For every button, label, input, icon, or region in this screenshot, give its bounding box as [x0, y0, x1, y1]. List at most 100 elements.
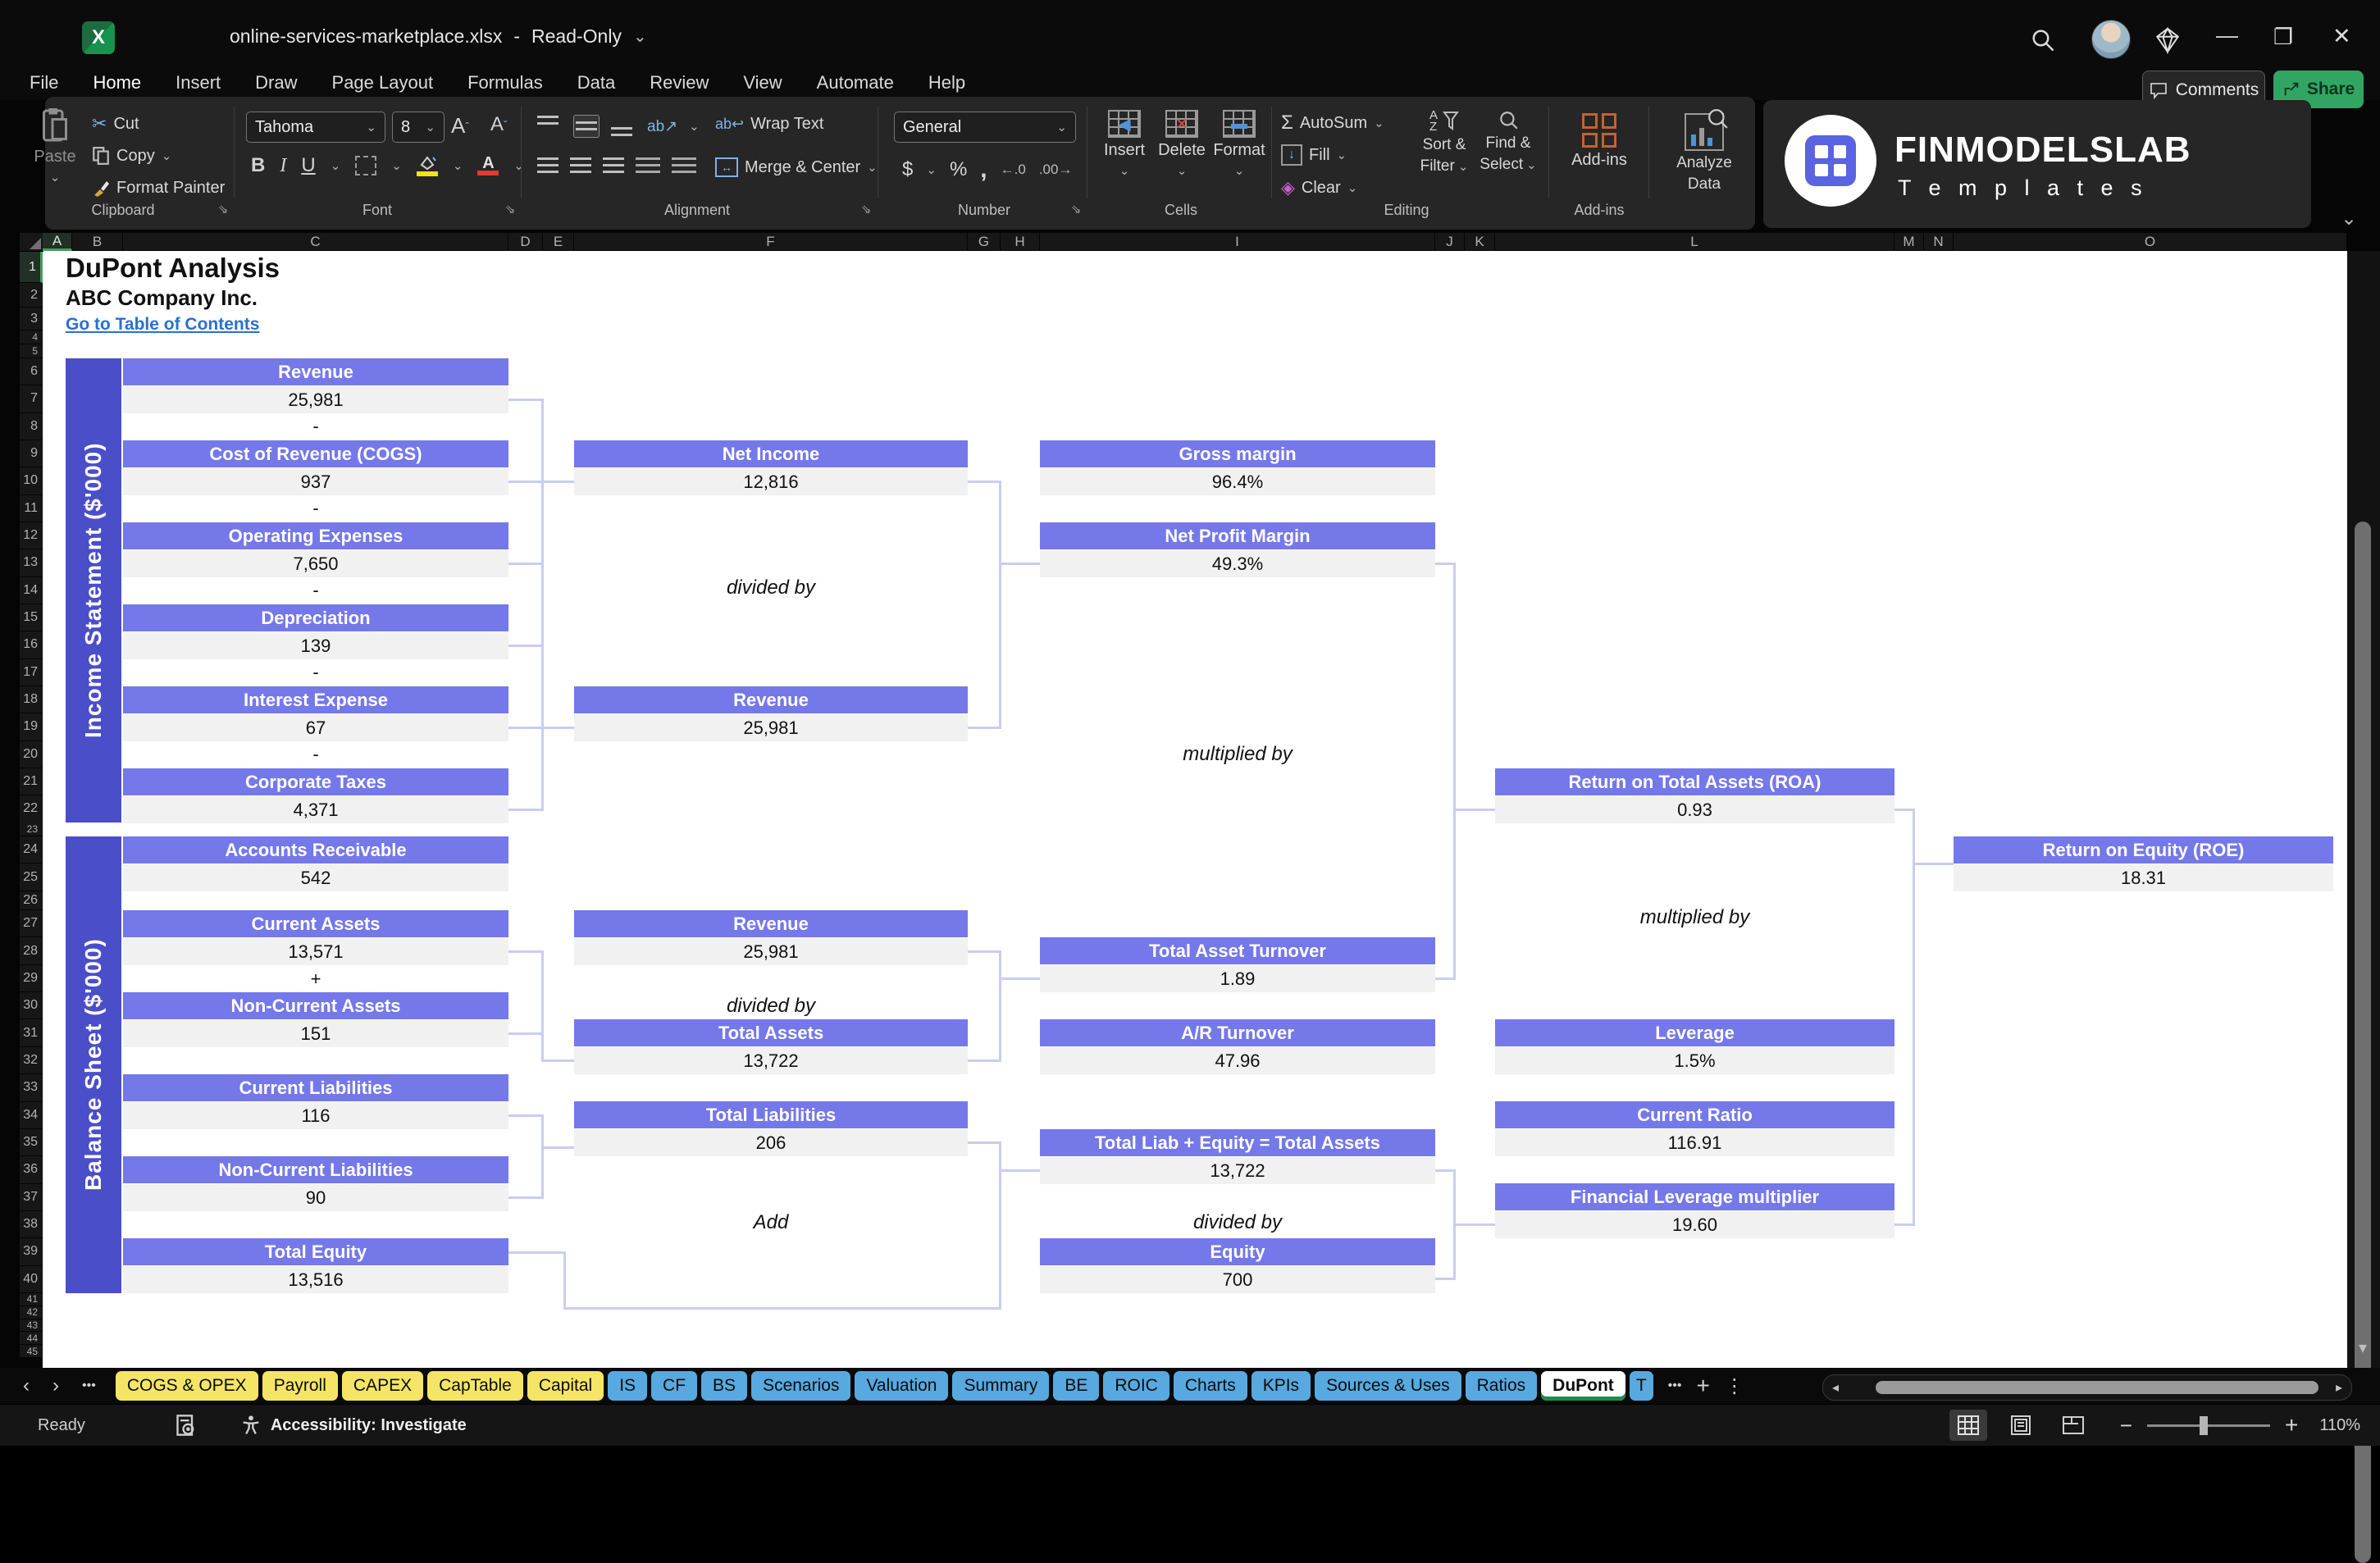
collapse-ribbon-chevron[interactable]: ⌄: [2341, 207, 2358, 230]
row-header-4[interactable]: 4: [20, 330, 43, 344]
number-format-combo[interactable]: General ⌄: [894, 112, 1076, 143]
fill-button[interactable]: ↓ Fill ⌄: [1281, 144, 1347, 166]
column-header-J[interactable]: J: [1435, 233, 1465, 251]
vertical-scrollbar-thumb[interactable]: [2355, 522, 2371, 1563]
font-dialog-launcher[interactable]: ⇘: [504, 203, 516, 216]
row-header-10[interactable]: 10: [20, 467, 43, 495]
menu-home[interactable]: Home: [88, 69, 146, 102]
row-header-40[interactable]: 40: [20, 1265, 43, 1294]
borders-button[interactable]: [355, 156, 377, 175]
clipboard-dialog-launcher[interactable]: ⇘: [217, 203, 229, 216]
menu-help[interactable]: Help: [928, 72, 966, 93]
row-header-26[interactable]: 26: [20, 891, 43, 910]
column-header-N[interactable]: N: [1924, 233, 1954, 251]
column-header-F[interactable]: F: [574, 233, 968, 251]
sheet-tab-be[interactable]: BE: [1053, 1371, 1100, 1401]
delete-cells-button[interactable]: ✕ Delete ⌄: [1155, 110, 1209, 178]
zoom-in-button[interactable]: +: [2284, 1412, 2299, 1438]
row-header-36[interactable]: 36: [20, 1156, 43, 1184]
font-size-combo[interactable]: 8 ⌄: [392, 112, 445, 143]
row-header-8[interactable]: 8: [20, 412, 43, 440]
tab-list-button[interactable]: •••: [82, 1378, 96, 1392]
column-header-H[interactable]: H: [1001, 233, 1040, 251]
sheet-tab-captable[interactable]: CapTable: [427, 1371, 523, 1401]
row-header-15[interactable]: 15: [20, 604, 43, 632]
font-color-button[interactable]: A: [477, 155, 499, 175]
sheet-tab-scenarios[interactable]: Scenarios: [751, 1371, 851, 1401]
merge-center-button[interactable]: ↔ Merge & Center ⌄: [715, 157, 878, 177]
paste-button[interactable]: Paste ⌄: [25, 107, 85, 185]
cell-accounts-receivable[interactable]: Accounts Receivable 542: [123, 836, 508, 891]
column-header-I[interactable]: I: [1040, 233, 1435, 251]
sheet-tab-cf[interactable]: CF: [651, 1371, 698, 1401]
cell-leverage[interactable]: Leverage 1.5%: [1495, 1019, 1894, 1074]
avatar[interactable]: [2091, 20, 2131, 59]
column-header-M[interactable]: M: [1894, 233, 1924, 251]
cell-current-assets[interactable]: Current Assets 13,571: [123, 910, 508, 965]
cell-corporate-taxes[interactable]: Corporate Taxes 4,371: [123, 768, 508, 823]
minimize-button[interactable]: —: [2216, 23, 2238, 48]
decrease-indent-button[interactable]: [636, 157, 660, 174]
menu-draw[interactable]: Draw: [255, 72, 298, 93]
table-of-contents-link[interactable]: Go to Table of Contents: [66, 315, 260, 334]
menu-data[interactable]: Data: [577, 72, 616, 93]
row-header-28[interactable]: 28: [20, 937, 43, 965]
cell-interest-expense[interactable]: Interest Expense 67: [123, 686, 508, 741]
macro-record-icon[interactable]: [176, 1414, 197, 1437]
bold-button[interactable]: B: [251, 154, 266, 176]
sheet-tab-payroll[interactable]: Payroll: [262, 1371, 338, 1401]
cell-net-income[interactable]: Net Income 12,816: [574, 440, 968, 495]
sheet-tab-capex[interactable]: CAPEX: [341, 1371, 424, 1401]
column-header-B[interactable]: B: [72, 233, 123, 251]
column-header-O[interactable]: O: [1954, 233, 2347, 251]
sheet-tab-dupont[interactable]: DuPont: [1541, 1371, 1625, 1401]
fill-color-button[interactable]: [416, 155, 438, 176]
sheet-tab-valuation[interactable]: Valuation: [855, 1371, 949, 1401]
align-top-button[interactable]: [537, 116, 562, 137]
row-header-34[interactable]: 34: [20, 1101, 43, 1129]
column-header-G[interactable]: G: [968, 233, 1001, 251]
row-header-31[interactable]: 31: [20, 1019, 43, 1047]
format-painter-button[interactable]: Format Painter: [92, 179, 225, 198]
cell-gross-margin[interactable]: Gross margin 96.4%: [1040, 440, 1435, 495]
column-header-C[interactable]: C: [123, 233, 508, 251]
row-header-38[interactable]: 38: [20, 1210, 43, 1239]
cell-total-asset-turnover[interactable]: Total Asset Turnover 1.89: [1040, 937, 1435, 992]
sheet-tab-bs[interactable]: BS: [701, 1371, 748, 1401]
row-header-20[interactable]: 20: [20, 740, 43, 768]
chevron-down-icon[interactable]: ⌄: [391, 159, 402, 173]
row-header-37[interactable]: 37: [20, 1183, 43, 1211]
sheet-tab-capital[interactable]: Capital: [527, 1371, 604, 1401]
cell-total-liabilities[interactable]: Total Liabilities 206: [574, 1101, 968, 1156]
cell-non-current-assets[interactable]: Non-Current Assets 151: [123, 992, 508, 1047]
chevron-down-icon[interactable]: ⌄: [513, 159, 524, 173]
cell-non-current-liabilities[interactable]: Non-Current Liabilities 90: [123, 1156, 508, 1211]
income-statement-sidebar[interactable]: Income Statement ($'000): [66, 358, 121, 823]
row-header-17[interactable]: 17: [20, 658, 43, 686]
row-header-30[interactable]: 30: [20, 992, 43, 1020]
accessibility-icon[interactable]: [239, 1414, 262, 1437]
menu-automate[interactable]: Automate: [816, 72, 894, 93]
row-header-33[interactable]: 33: [20, 1074, 43, 1102]
row-header-7[interactable]: 7: [20, 385, 43, 413]
row-header-12[interactable]: 12: [20, 522, 43, 550]
row-header-5[interactable]: 5: [20, 344, 43, 358]
sheet-tab-t[interactable]: T: [1629, 1371, 1653, 1401]
page-break-view-button[interactable]: [2054, 1410, 2092, 1441]
cell-roe[interactable]: Return on Equity (ROE) 18.31: [1954, 836, 2333, 891]
page-layout-view-button[interactable]: [2002, 1410, 2040, 1441]
menu-page-layout[interactable]: Page Layout: [331, 72, 434, 93]
cell-current-liabilities[interactable]: Current Liabilities 116: [123, 1074, 508, 1129]
cell-net-profit-margin[interactable]: Net Profit Margin 49.3%: [1040, 522, 1435, 577]
number-dialog-launcher[interactable]: ⇘: [1070, 203, 1082, 216]
row-header-22[interactable]: 22: [20, 795, 43, 823]
sheet-tab-ratios[interactable]: Ratios: [1465, 1371, 1538, 1401]
row-header-44[interactable]: 44: [20, 1332, 43, 1346]
scroll-left-arrow[interactable]: ◂: [1831, 1381, 1840, 1395]
row-header-1[interactable]: 1: [20, 252, 43, 283]
cell-revenue-turnover[interactable]: Revenue 25,981: [574, 910, 968, 965]
row-header-13[interactable]: 13: [20, 549, 43, 577]
zoom-slider-thumb[interactable]: [2199, 1415, 2208, 1435]
column-header-A[interactable]: A: [43, 233, 72, 251]
